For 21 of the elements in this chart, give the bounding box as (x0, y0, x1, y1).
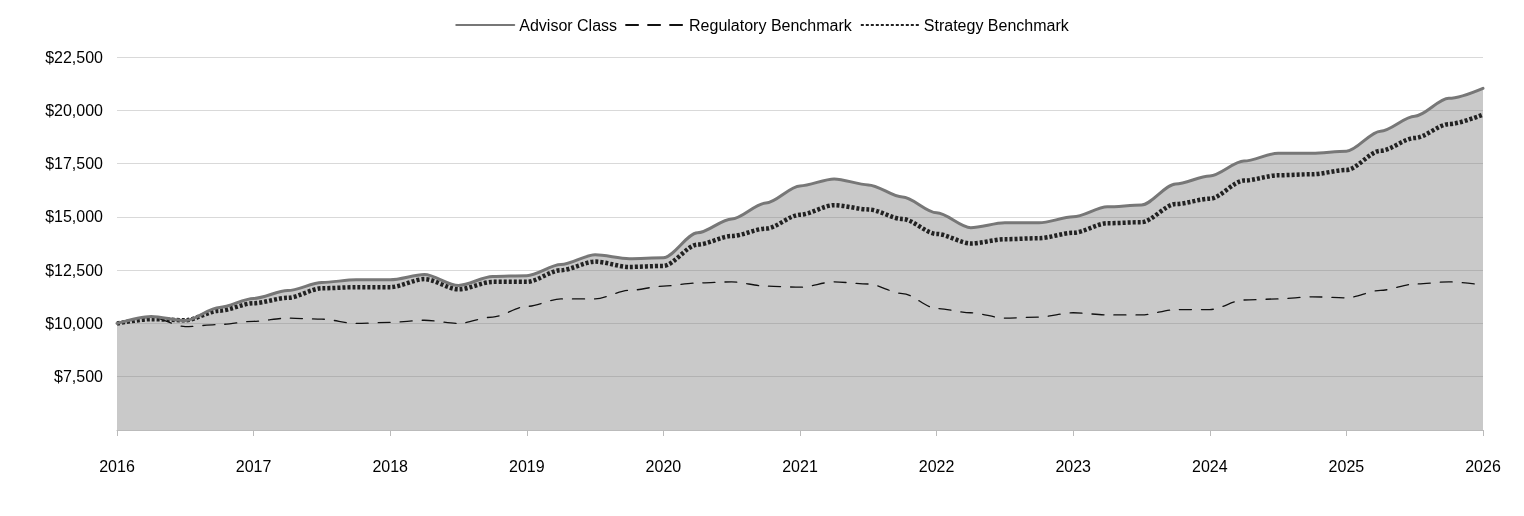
legend-label: Strategy Benchmark (923, 16, 1070, 34)
x-tick-label: 2023 (1055, 457, 1092, 475)
y-tick-label: $17,500 (45, 155, 104, 173)
x-tick-label: 2021 (782, 457, 818, 475)
x-tick-label: 2018 (372, 457, 409, 475)
x-tick-label: 2026 (1465, 457, 1501, 475)
x-tick-label: 2025 (1328, 457, 1365, 475)
x-tick-label: 2022 (918, 457, 955, 475)
y-tick-label: $10,000 (45, 314, 104, 332)
y-tick-label: $12,500 (45, 261, 104, 279)
y-tick-label: $22,500 (45, 48, 104, 66)
x-tick-label: 2016 (99, 457, 135, 475)
legend-label: Advisor Class (519, 16, 618, 34)
y-tick-label: $7,500 (54, 368, 104, 386)
y-tick-label: $15,000 (45, 208, 104, 226)
x-tick-label: 2017 (235, 457, 272, 475)
legend-label: Regulatory Benchmark (689, 16, 853, 34)
x-tick-label: 2020 (645, 457, 682, 475)
x-tick-label: 2024 (1192, 457, 1228, 475)
y-tick-label: $20,000 (45, 101, 104, 119)
x-tick-label: 2019 (509, 457, 545, 475)
